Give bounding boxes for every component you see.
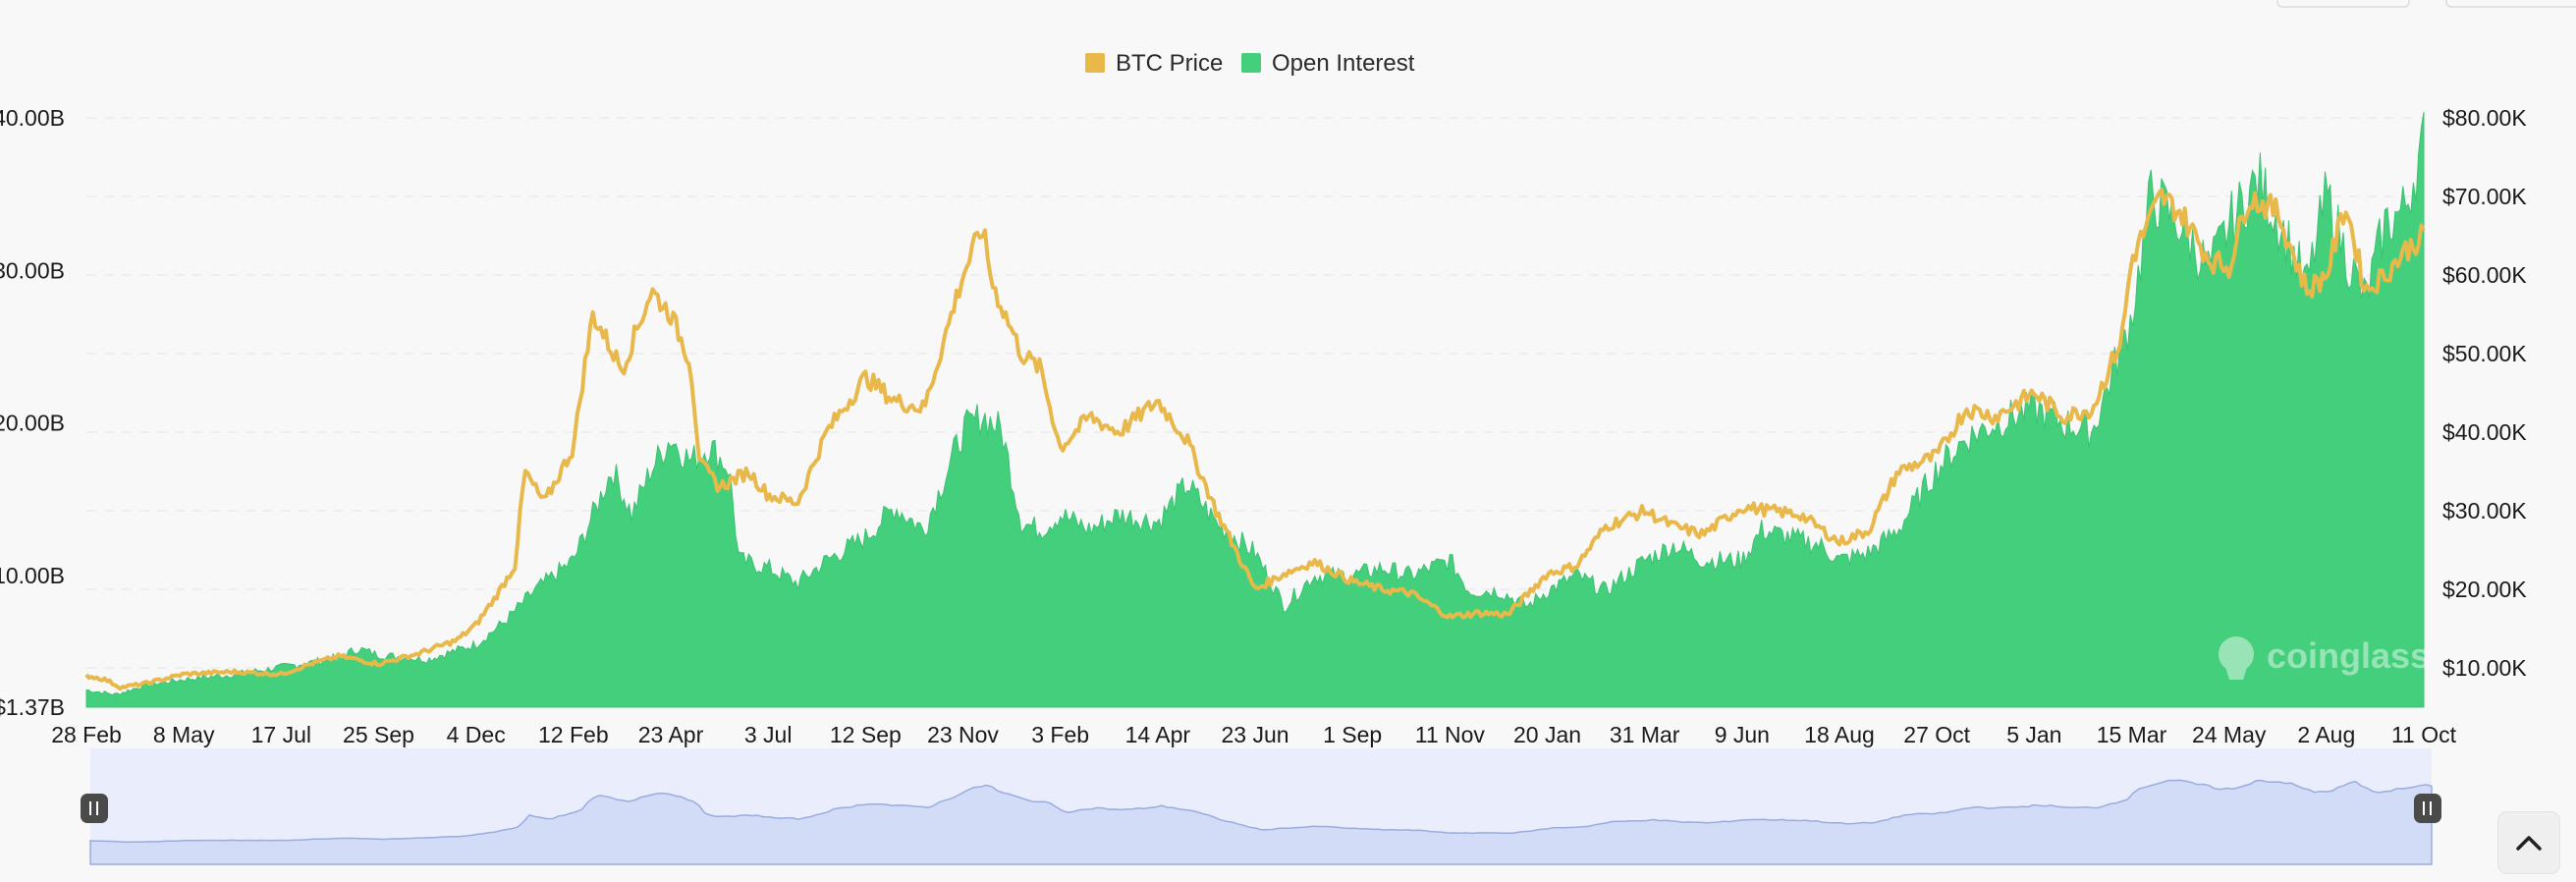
x-tick-label: 12 Sep: [830, 722, 902, 747]
scroll-to-top-button[interactable]: [2497, 811, 2560, 874]
x-tick-label: 23 Apr: [638, 722, 704, 747]
y-right-tick-label: $10.00K: [2442, 655, 2527, 681]
x-tick-label: 18 Aug: [1804, 722, 1875, 747]
y-right-tick-label: $80.00K: [2442, 105, 2527, 131]
x-tick-label: 14 Apr: [1125, 722, 1191, 747]
plot-area: [84, 112, 2426, 708]
x-tick-label: 31 Mar: [1610, 722, 1680, 747]
y-right-tick-label: $70.00K: [2442, 184, 2527, 209]
y-right-tick-label: $40.00K: [2442, 419, 2527, 445]
legend-swatch-open-interest: [1241, 53, 1261, 73]
y-axis-right: $10.00K $20.00K $30.00K $40.00K $50.00K $60.0…: [2442, 105, 2527, 681]
y-right-tick-label: $20.00K: [2442, 577, 2527, 602]
y-right-tick-label: $60.00K: [2442, 262, 2527, 288]
y-left-tick-label: $10.00B: [0, 563, 65, 588]
y-left-tick-label: $20.00B: [0, 411, 65, 436]
range-navigator[interactable]: [81, 748, 2441, 865]
x-tick-label: 27 Oct: [1903, 722, 1970, 747]
x-tick-label: 3 Feb: [1031, 722, 1089, 747]
coinglass-logo-icon: [2219, 636, 2254, 680]
x-tick-label: 8 May: [153, 722, 215, 747]
x-tick-label: 17 Jul: [251, 722, 311, 747]
toolbar-button-left[interactable]: [2276, 0, 2410, 8]
y-axis-left: $1.37B $10.00B $20.00B $30.00B $40.00B: [0, 105, 65, 720]
open-interest-area: [85, 112, 2425, 708]
watermark: coinglass: [2219, 635, 2430, 680]
x-tick-label: 3 Jul: [744, 722, 793, 747]
toolbar-button-right[interactable]: [2445, 0, 2576, 8]
y-right-tick-label: $30.00K: [2442, 498, 2527, 524]
watermark-text: coinglass: [2267, 635, 2430, 676]
gridlines: [86, 117, 2424, 669]
legend-label-btc-price: BTC Price: [1116, 50, 1223, 77]
x-tick-label: 25 Sep: [343, 722, 414, 747]
legend-label-open-interest: Open Interest: [1272, 50, 1415, 77]
y-right-tick-label: $50.00K: [2442, 341, 2527, 366]
x-tick-label: 24 May: [2192, 722, 2267, 747]
legend: BTC Price Open Interest: [1085, 50, 1415, 77]
x-tick-label: 23 Jun: [1221, 722, 1288, 747]
navigator-series-area: [89, 779, 2433, 865]
x-tick-label: 2 Aug: [2297, 722, 2355, 747]
y-left-tick-label: $40.00B: [0, 105, 65, 131]
btc-price-line: [84, 188, 2426, 691]
x-tick-label: 11 Nov: [1415, 722, 1486, 747]
x-tick-label: 23 Nov: [927, 722, 999, 747]
navigator-left-handle[interactable]: [81, 794, 108, 823]
y-left-tick-label: $30.00B: [0, 257, 65, 283]
x-tick-label: 28 Feb: [51, 722, 122, 747]
legend-item-btc-price[interactable]: BTC Price: [1085, 50, 1223, 77]
x-axis: 28 Feb 8 May 17 Jul 25 Sep 4 Dec 12 Feb 23 Apr…: [51, 722, 2456, 747]
x-tick-label: 15 Mar: [2097, 722, 2167, 747]
y-left-tick-label: $1.37B: [0, 694, 65, 720]
x-tick-label: 1 Sep: [1323, 722, 1382, 747]
x-tick-label: 9 Jun: [1715, 722, 1770, 747]
legend-swatch-btc-price: [1085, 53, 1105, 73]
x-tick-label: 12 Feb: [538, 722, 609, 747]
x-tick-label: 5 Jan: [2006, 722, 2061, 747]
legend-item-open-interest[interactable]: Open Interest: [1241, 50, 1415, 77]
navigator-right-handle[interactable]: [2414, 794, 2441, 823]
x-tick-label: 20 Jan: [1513, 722, 1581, 747]
x-tick-label: 11 Oct: [2391, 722, 2457, 747]
chevron-up-icon: [2516, 836, 2542, 851]
x-tick-label: 4 Dec: [447, 722, 506, 747]
